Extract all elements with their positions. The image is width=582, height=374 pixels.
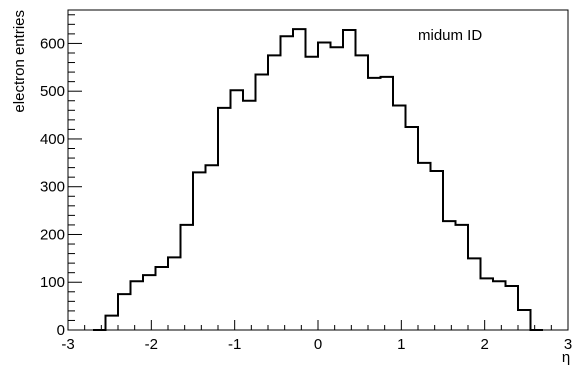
histogram-bin — [331, 47, 344, 330]
plot-annotation: midum ID — [418, 27, 482, 44]
histogram-bin — [143, 275, 156, 330]
histogram-step-line — [93, 28, 543, 331]
y-tick-label: 300 — [40, 179, 65, 196]
histogram-bin — [231, 90, 244, 330]
histogram-bin — [381, 77, 394, 330]
histogram-bin — [418, 163, 431, 330]
histogram-bin — [431, 171, 444, 330]
histogram-bin — [443, 221, 456, 330]
x-tick-label: 0 — [314, 336, 322, 353]
y-tick-label: 200 — [40, 226, 65, 243]
histogram-bin — [256, 74, 269, 330]
y-tick-label: 500 — [40, 83, 65, 100]
histogram-bin — [106, 316, 119, 330]
x-axis-title: η — [562, 349, 570, 366]
histogram-bin — [481, 278, 494, 330]
x-tick-label: -3 — [61, 336, 74, 353]
histogram-bin — [356, 55, 369, 330]
histogram-bin — [218, 108, 231, 330]
x-axis-ticks: -3 -2 -1 0 1 2 3 — [61, 320, 572, 353]
histogram-bin — [156, 267, 169, 330]
histogram-bin — [343, 30, 356, 330]
y-axis-ticks: 0 100 200 300 400 500 600 — [40, 14, 82, 339]
x-tick-label: 1 — [397, 336, 405, 353]
y-axis-title: electron entries — [11, 10, 28, 113]
histogram-bin — [456, 225, 469, 330]
x-tick-label: -2 — [145, 336, 158, 353]
histogram-bin — [268, 55, 281, 330]
x-tick-label: 3 — [564, 336, 572, 353]
histogram-bin — [506, 286, 519, 330]
histogram-bins — [106, 29, 531, 330]
histogram-bin — [393, 106, 406, 330]
histogram-bin — [281, 36, 294, 330]
y-tick-label: 600 — [40, 35, 65, 52]
histogram-bin — [131, 281, 144, 330]
histogram-bin — [518, 310, 531, 330]
histogram-bin — [368, 78, 381, 330]
y-tick-label: 0 — [57, 322, 65, 339]
histogram-bin — [318, 42, 331, 330]
histogram-bin — [193, 172, 206, 330]
x-tick-label: -1 — [228, 336, 241, 353]
histogram-bin — [168, 257, 181, 330]
histogram-bin — [293, 29, 306, 330]
histogram-bin — [306, 57, 319, 330]
y-tick-label: 400 — [40, 131, 65, 148]
histogram-bin — [406, 127, 419, 330]
histogram-bin — [243, 101, 256, 330]
histogram-bin — [206, 165, 219, 330]
y-tick-label: 100 — [40, 274, 65, 291]
histogram-bin — [493, 281, 506, 330]
histogram-bin — [118, 294, 131, 330]
histogram-bin — [181, 225, 194, 330]
histogram-bin — [468, 258, 481, 330]
x-tick-label: 2 — [480, 336, 488, 353]
